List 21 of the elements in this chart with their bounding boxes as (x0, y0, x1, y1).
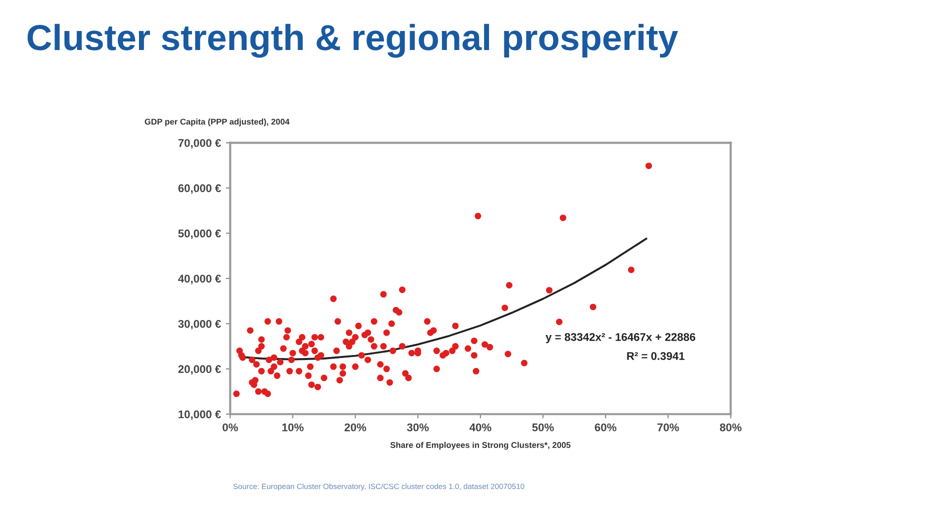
x-tick-label: 80% (720, 423, 742, 432)
y-tick-label: 40,000 € (178, 274, 221, 284)
y-tick-label: 70,000 € (178, 139, 221, 149)
x-tick-label: 10% (282, 423, 304, 432)
y-tick-label: 30,000 € (178, 320, 221, 330)
y-axis-title: GDP per Capita (PPP adjusted), 2004 (144, 118, 290, 126)
x-tick-label: 30% (407, 423, 429, 432)
y-tick-label: 60,000 € (178, 184, 221, 194)
x-tick-label: 0% (222, 423, 238, 432)
x-tick-label: 70% (657, 423, 679, 432)
annotation: y = 83342x² - 16467x + 22886 (546, 333, 696, 344)
x-tick-label: 60% (594, 423, 616, 432)
y-tick-label: 20,000 € (178, 365, 221, 375)
x-axis-title: Share of Employees in Strong Clusters*, 2005 (390, 442, 571, 450)
x-tick-label: 50% (532, 423, 554, 432)
y-tick-label: 50,000 € (178, 230, 221, 239)
y-tick-label: 10,000 € (178, 410, 221, 420)
x-tick-label: 20% (344, 423, 366, 432)
chart-title: Cluster strength & regional prosperity (28, 24, 678, 58)
x-tick-label: 40% (469, 423, 492, 432)
annotation: R² = 0.3941 (627, 352, 684, 360)
